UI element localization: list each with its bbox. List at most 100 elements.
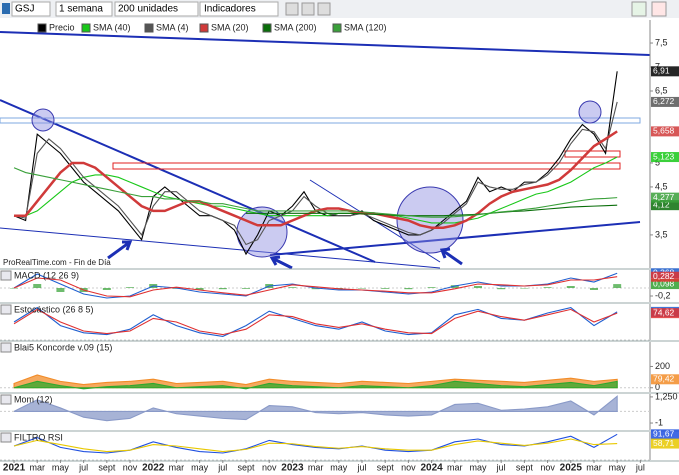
last-value-box xyxy=(651,152,679,163)
x-tick-label: 2025 xyxy=(560,463,583,474)
panel-title-bg xyxy=(0,432,12,443)
legend-swatch xyxy=(37,23,47,33)
panel-title: Blai5 Koncorde v.09 (15) xyxy=(14,342,112,352)
last-value-label: 6,272 xyxy=(653,96,675,106)
histogram-bar xyxy=(520,288,529,289)
last-value-box xyxy=(651,429,679,440)
histogram-bar xyxy=(195,288,204,290)
close-icon[interactable] xyxy=(651,1,667,17)
last-value-label: 74,62 xyxy=(653,307,675,317)
x-tick-label: nov xyxy=(262,462,277,472)
x-tick-label: mar xyxy=(586,462,602,472)
legend-label: SMA (120) xyxy=(344,22,387,32)
drawings xyxy=(0,31,651,270)
indicators[interactable]: Indicadores xyxy=(204,4,256,15)
x-tick-label: 2021 xyxy=(3,463,26,474)
panel-title-bg xyxy=(0,304,12,315)
histogram-bar xyxy=(311,288,320,290)
line xyxy=(13,276,618,298)
line xyxy=(13,308,618,336)
x-tick-label: mar xyxy=(169,462,185,472)
last-value-label: 6,91 xyxy=(653,66,670,76)
tool-icon[interactable] xyxy=(301,2,315,16)
last-value-label: 91,67 xyxy=(653,429,675,439)
x-tick-label: sept xyxy=(238,462,256,472)
trend-line xyxy=(0,227,441,269)
legend-swatch xyxy=(81,23,91,33)
x-tick-label: jul xyxy=(496,462,506,472)
histogram-bar xyxy=(497,288,506,290)
period[interactable]: 1 semana xyxy=(59,4,103,15)
highlight-circle xyxy=(31,108,55,132)
legend-swatch xyxy=(144,23,154,33)
histogram-bar xyxy=(56,288,65,292)
area xyxy=(13,395,618,422)
units[interactable]: 200 unidades xyxy=(118,4,178,15)
histogram-bar xyxy=(126,287,135,288)
panel-title: MACD (12 26 9) xyxy=(14,270,79,280)
y-tick-label: 200 xyxy=(655,361,670,371)
histogram-bar xyxy=(33,284,42,288)
y-tick-label: -1 xyxy=(655,417,663,427)
refresh-icon[interactable] xyxy=(631,1,647,17)
y-tick-label: -0,2 xyxy=(655,290,671,300)
arrow xyxy=(439,247,463,266)
line xyxy=(13,167,618,218)
highlight-circle xyxy=(396,186,464,254)
symbol[interactable]: GSJ xyxy=(15,4,34,15)
arrow xyxy=(269,255,293,270)
line xyxy=(246,204,618,217)
x-tick-label: nov xyxy=(540,462,555,472)
x-tick-label: sept xyxy=(516,462,534,472)
last-value-box xyxy=(651,271,679,282)
trend-line xyxy=(0,31,651,56)
last-value-box xyxy=(651,192,679,203)
histogram-bar xyxy=(427,287,436,288)
x-tick-label: mar xyxy=(308,462,324,472)
x-tick-label: nov xyxy=(401,462,416,472)
units-box[interactable] xyxy=(114,1,199,17)
x-tick-label: sept xyxy=(98,462,116,472)
last-value-box xyxy=(651,438,679,449)
zone-rect xyxy=(112,162,621,170)
x-tick-label: may xyxy=(330,462,348,472)
last-value-box xyxy=(651,126,679,137)
line xyxy=(13,438,618,453)
histogram-bar xyxy=(102,288,111,290)
x-tick-label: may xyxy=(469,462,487,472)
x-tick-label: may xyxy=(191,462,209,472)
x-tick-label: mar xyxy=(29,462,45,472)
panel-title-bg xyxy=(0,342,12,353)
y-tick-label: 3,5 xyxy=(655,229,668,239)
histogram-bar xyxy=(10,288,19,289)
indicators-box[interactable] xyxy=(199,1,279,17)
histogram-bar xyxy=(589,288,598,290)
histogram-bar xyxy=(218,288,227,290)
trend-line xyxy=(0,99,376,263)
symbol-box[interactable] xyxy=(11,1,51,17)
y-tick-label: 7,5 xyxy=(655,37,668,47)
last-value-box xyxy=(651,279,679,290)
last-value-label: 58,71 xyxy=(653,438,675,448)
panel-title: Mom (12) xyxy=(14,394,53,404)
panel-title-bg xyxy=(0,394,12,405)
histogram-bar xyxy=(288,287,297,288)
line xyxy=(13,101,618,246)
trend-line xyxy=(269,221,641,256)
menu-icon[interactable] xyxy=(2,3,10,14)
legend-swatch xyxy=(332,23,342,33)
last-value-box xyxy=(651,374,679,385)
last-value-label: 0,282 xyxy=(653,271,675,281)
arrow xyxy=(107,240,133,260)
last-value-box xyxy=(651,308,679,319)
histogram-bar xyxy=(543,287,552,288)
tool-icon[interactable] xyxy=(317,2,331,16)
panel-title-bg xyxy=(0,270,12,281)
last-value-box xyxy=(651,200,679,211)
histogram-bar xyxy=(242,288,251,289)
tool-icon[interactable] xyxy=(285,2,299,16)
x-tick-label: jul xyxy=(217,462,227,472)
period-box[interactable] xyxy=(55,1,113,17)
